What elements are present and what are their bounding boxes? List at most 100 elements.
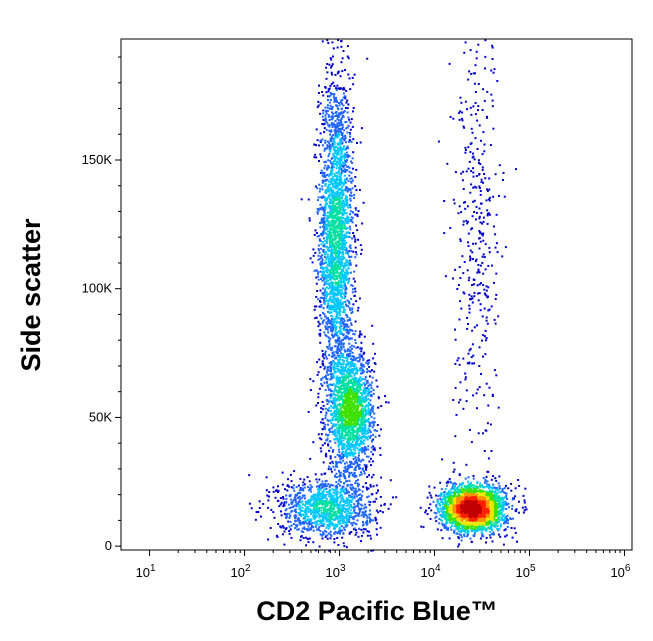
event-dot bbox=[347, 73, 350, 76]
event-dot bbox=[468, 160, 471, 163]
event-dot bbox=[342, 489, 345, 492]
event-dot bbox=[365, 467, 368, 470]
event-dot bbox=[317, 298, 320, 301]
event-dot bbox=[350, 357, 352, 360]
event-dot bbox=[311, 261, 314, 264]
event-dot bbox=[354, 238, 357, 241]
event-dot bbox=[367, 431, 370, 434]
event-dot bbox=[353, 367, 356, 370]
event-dot bbox=[346, 448, 348, 451]
event-dot bbox=[307, 486, 309, 489]
event-dot bbox=[327, 95, 329, 98]
event-dot bbox=[328, 123, 331, 126]
event-dot bbox=[488, 196, 491, 199]
event-dot bbox=[329, 290, 332, 293]
event-dot bbox=[343, 311, 346, 314]
event-dot bbox=[335, 356, 337, 359]
event-dot bbox=[493, 225, 495, 228]
event-dot bbox=[298, 499, 301, 502]
event-dot bbox=[327, 159, 330, 162]
event-dot bbox=[354, 320, 357, 323]
event-dot bbox=[469, 151, 472, 153]
event-dot bbox=[334, 385, 337, 388]
event-dot bbox=[323, 127, 326, 130]
event-dot bbox=[360, 514, 363, 517]
event-dot bbox=[480, 233, 483, 236]
event-dot bbox=[335, 89, 338, 92]
event-dot bbox=[323, 442, 326, 445]
event-dot bbox=[473, 283, 476, 286]
event-dot bbox=[289, 528, 292, 531]
event-dot bbox=[280, 514, 283, 517]
event-dot bbox=[505, 484, 507, 487]
event-dot bbox=[282, 526, 285, 529]
event-dot bbox=[369, 534, 372, 537]
event-dot bbox=[285, 497, 288, 500]
event-dot bbox=[340, 260, 342, 263]
event-dot bbox=[309, 257, 312, 260]
event-dot bbox=[468, 307, 471, 310]
event-dot bbox=[453, 529, 456, 532]
event-dot bbox=[317, 254, 320, 257]
event-dot bbox=[339, 495, 341, 498]
event-dot bbox=[352, 333, 355, 335]
event-dot bbox=[343, 174, 346, 177]
event-dot bbox=[289, 514, 292, 517]
event-dot bbox=[341, 519, 344, 522]
event-dot bbox=[334, 438, 337, 441]
event-dot bbox=[463, 126, 466, 129]
event-dot bbox=[293, 489, 296, 492]
event-dot bbox=[322, 144, 324, 147]
event-dot bbox=[329, 296, 332, 299]
event-dot bbox=[294, 508, 297, 511]
event-dot bbox=[310, 519, 312, 522]
event-dot bbox=[335, 87, 337, 90]
event-dot bbox=[336, 376, 339, 379]
event-dot bbox=[321, 234, 324, 237]
event-dot bbox=[353, 496, 356, 499]
event-dot bbox=[341, 236, 344, 239]
event-dot bbox=[339, 140, 341, 143]
event-dot bbox=[335, 409, 338, 412]
event-dot bbox=[304, 497, 306, 500]
event-dot bbox=[337, 506, 340, 509]
event-dot bbox=[338, 358, 341, 361]
event-dot bbox=[315, 269, 318, 272]
event-dot bbox=[322, 278, 325, 281]
event-dot bbox=[354, 207, 357, 210]
event-dot bbox=[296, 528, 299, 531]
event-dot bbox=[453, 481, 456, 484]
event-dot bbox=[334, 396, 337, 399]
event-dot bbox=[347, 235, 350, 238]
event-dot bbox=[325, 269, 328, 272]
event-dot bbox=[328, 206, 331, 209]
event-dot bbox=[338, 531, 341, 534]
event-dot bbox=[491, 44, 494, 47]
event-dot bbox=[481, 166, 484, 169]
event-dot bbox=[346, 55, 349, 58]
event-dot bbox=[281, 471, 284, 474]
event-dot bbox=[486, 484, 489, 487]
event-dot bbox=[320, 169, 323, 172]
event-dot bbox=[345, 519, 348, 522]
event-dot bbox=[364, 503, 367, 506]
event-dot bbox=[339, 493, 342, 496]
event-dot bbox=[319, 519, 322, 522]
event-dot bbox=[321, 123, 324, 125]
event-dot bbox=[364, 389, 367, 392]
event-dot bbox=[298, 513, 301, 516]
event-dot bbox=[283, 530, 286, 533]
event-dot bbox=[280, 501, 283, 504]
event-dot bbox=[336, 491, 339, 493]
event-dot bbox=[364, 395, 367, 398]
event-dot bbox=[464, 100, 467, 103]
event-dot bbox=[441, 503, 444, 506]
event-dot bbox=[493, 318, 496, 321]
event-dot bbox=[375, 429, 378, 432]
event-dot bbox=[342, 230, 345, 233]
event-dot bbox=[354, 213, 357, 216]
event-dot bbox=[338, 317, 340, 319]
event-dot bbox=[344, 507, 347, 510]
event-dot bbox=[346, 154, 349, 156]
event-dot bbox=[330, 162, 332, 165]
